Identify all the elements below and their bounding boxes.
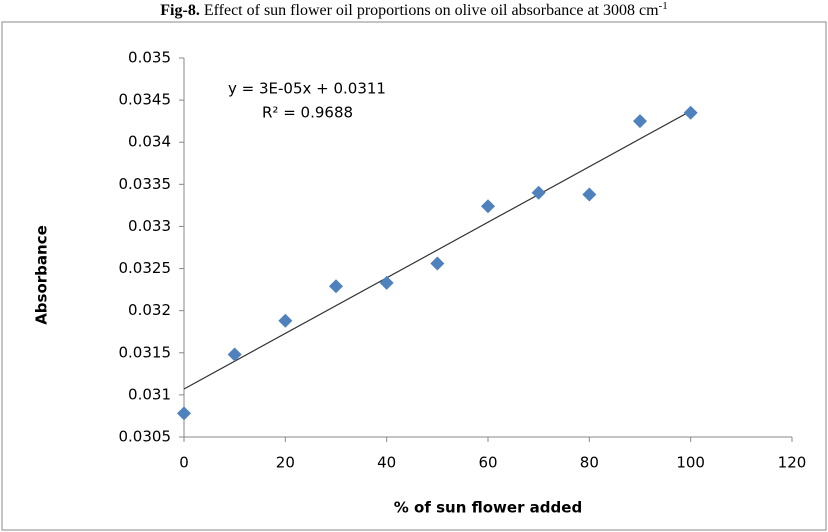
chart-title: Fig-8. Effect of sun flower oil proportio… xyxy=(160,0,667,19)
point xyxy=(683,105,698,120)
x-tick-label: 120 xyxy=(778,454,807,472)
point xyxy=(633,114,647,129)
y-tick-label: 0.034 xyxy=(128,133,171,151)
x-tick-label: 100 xyxy=(676,454,705,472)
y-tick-label: 0.0305 xyxy=(119,428,172,446)
x-tick-label: 80 xyxy=(580,454,599,472)
point xyxy=(430,256,445,271)
x-tick-label: 60 xyxy=(478,454,497,472)
y-tick-label: 0.032 xyxy=(128,301,171,319)
point xyxy=(177,406,191,421)
point xyxy=(582,187,597,202)
equation: y = 3E-05x + 0.0311 xyxy=(228,80,386,98)
point xyxy=(379,275,394,290)
point xyxy=(531,185,546,200)
y-tick-label: 0.0345 xyxy=(119,91,172,109)
point xyxy=(278,313,293,328)
trendline xyxy=(183,110,691,390)
title-text: Effect of sun flower oil proportions on … xyxy=(204,2,659,19)
y-axis-title: Absorbance xyxy=(33,225,51,325)
point xyxy=(329,279,343,294)
point xyxy=(227,347,242,362)
x-tick-label: 0 xyxy=(179,454,189,472)
y-tick-label: 0.033 xyxy=(128,217,171,235)
r-squared: R² = 0.9688 xyxy=(262,104,353,122)
x-tick-label: 20 xyxy=(276,454,295,472)
title-superscript: -1 xyxy=(659,0,668,12)
point xyxy=(481,199,495,214)
y-tick-label: 0.0335 xyxy=(119,175,172,193)
y-tick-label: 0.0315 xyxy=(119,343,172,361)
chart-frame xyxy=(1,21,827,531)
x-axis-title: % of sun flower added xyxy=(394,499,582,517)
y-tick-label: 0.0325 xyxy=(119,259,172,277)
y-tick-label: 0.035 xyxy=(128,49,171,67)
x-tick-label: 40 xyxy=(377,454,396,472)
y-tick-label: 0.031 xyxy=(128,385,171,403)
title-prefix: Fig-8. xyxy=(160,2,200,19)
